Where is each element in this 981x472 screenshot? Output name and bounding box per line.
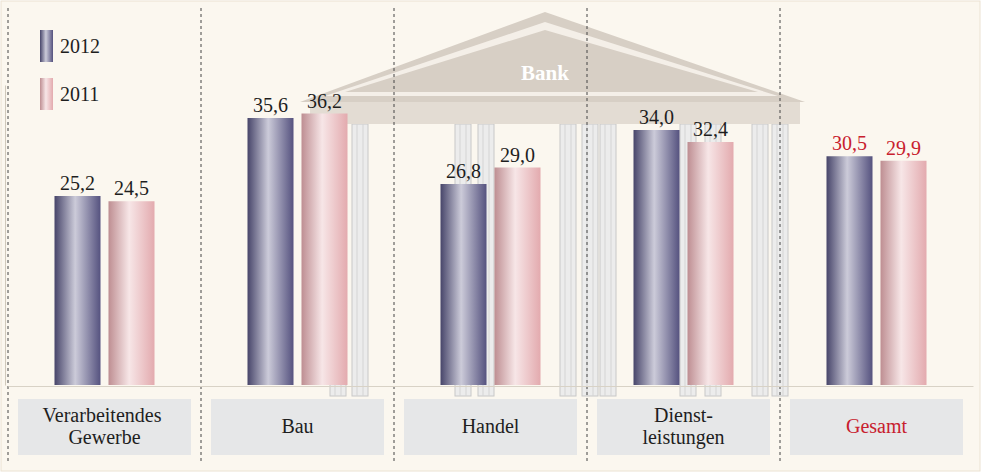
bar [109,201,155,385]
category-boxes [18,399,963,455]
column-flute [605,124,606,396]
bar [248,118,294,385]
category-box [211,399,384,455]
bar [634,130,680,385]
annotation: Bank [521,61,569,85]
y-axis [5,86,6,386]
background [1,1,980,471]
legend-item: 2012 [40,30,100,62]
column-flute [571,124,572,396]
separator [587,8,588,462]
column [752,124,768,396]
column-flute [783,124,784,396]
column-flute [363,124,364,396]
separator [201,8,202,462]
tick-label: Dienst-leistungen [642,404,724,449]
y-axis-line [5,86,6,386]
separator [394,8,395,462]
category-box [404,399,577,455]
bar [302,114,348,386]
tick-label: Gesamt [846,415,908,437]
chart: Bank 25,2 35,6 26,8 34,0 30,5 24,5 36,2 29,0 32,4… [0,0,981,472]
column-flute [757,124,758,396]
legend-label: 2012 [60,35,100,57]
tick-label: Handel [462,415,520,437]
column-flute [565,124,566,396]
data-label: 29,9 [886,137,921,159]
data-label: 36,2 [307,90,342,112]
separator [780,8,781,462]
x-axis-line [9,386,974,387]
data-label: 29,0 [500,144,535,166]
column-flute [777,124,778,396]
column-flute [489,124,490,396]
data-label: 34,0 [639,106,674,128]
column [352,124,368,396]
column-flute [763,124,764,396]
tick: Bau [281,386,313,437]
pediment [345,30,758,92]
bar [688,142,734,385]
tick-label: Verarbeitendes Gewerbe [43,404,167,448]
bar [827,156,873,385]
bar [55,196,101,385]
tick: Verarbeitendes Gewerbe [43,386,167,448]
category-box [790,399,963,455]
data-label: 24,5 [114,177,149,199]
data-label: 26,8 [446,160,481,182]
column [560,124,576,396]
bars [55,114,927,386]
bank-illustration: Bank [300,12,805,396]
roof [300,12,805,102]
column-flute [611,124,612,396]
bar [441,184,487,385]
bar [881,161,927,385]
roof-stripe [325,22,778,96]
tick: Dienst-leistungen [642,386,724,449]
data-label: 32,4 [693,118,728,140]
data-label: 35,6 [253,94,288,116]
legend-swatch [40,30,53,62]
bar [495,168,541,386]
tick-label: Bau [281,415,313,437]
column-flute [357,124,358,396]
column [600,124,616,396]
separators [8,8,780,462]
data-label: 30,5 [832,132,867,154]
tick: Handel [462,386,520,437]
column-flute [685,124,686,396]
tick: Gesamt [846,386,908,437]
data-labels: 25,2 35,6 26,8 34,0 30,5 24,5 36,2 29,0 32,4 29,9 [60,90,921,200]
column [582,124,598,396]
legend-label: 2011 [60,83,99,105]
x-axis: Verarbeitendes Gewerbe Bau Handel Dienst-le… [9,386,974,449]
separator [8,8,9,462]
legend: 2012 2011 [40,30,100,110]
category-box [18,399,191,455]
column-flute [593,124,594,396]
legend-swatch [40,78,53,110]
category-box [597,399,770,455]
data-label: 25,2 [60,172,95,194]
legend-item: 2011 [40,78,99,110]
